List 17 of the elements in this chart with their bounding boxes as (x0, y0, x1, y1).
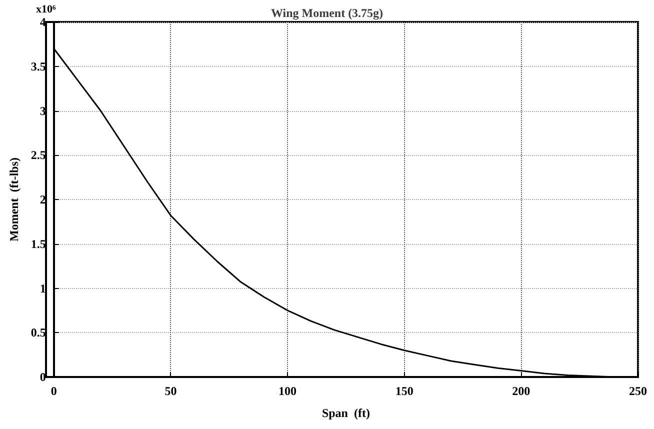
x-tick-label: 100 (278, 384, 297, 398)
x-tick-label: 50 (164, 384, 177, 398)
y-tick-label: 2 (40, 192, 46, 206)
chart-title: Wing Moment (3.75g) (270, 6, 384, 20)
x-axis-title: Span (ft) (322, 406, 370, 420)
x-tick-label: 200 (512, 384, 530, 398)
y-tick-label: 2.5 (30, 148, 46, 162)
y-tick-label: 1.5 (30, 236, 46, 251)
y-tick-label: 3.5 (30, 59, 46, 74)
x-tick-label: 150 (395, 384, 414, 398)
x-tick-label: 250 (629, 384, 647, 398)
y-tick-label: 0.5 (30, 326, 46, 340)
y-axis-title: Moment (ft-lbs) (7, 158, 21, 242)
x-tick-label: 0 (50, 384, 57, 398)
text: x10⁶ (36, 4, 56, 16)
y-tick-label: 4 (40, 15, 46, 29)
y-tick-label: 1 (40, 281, 46, 296)
